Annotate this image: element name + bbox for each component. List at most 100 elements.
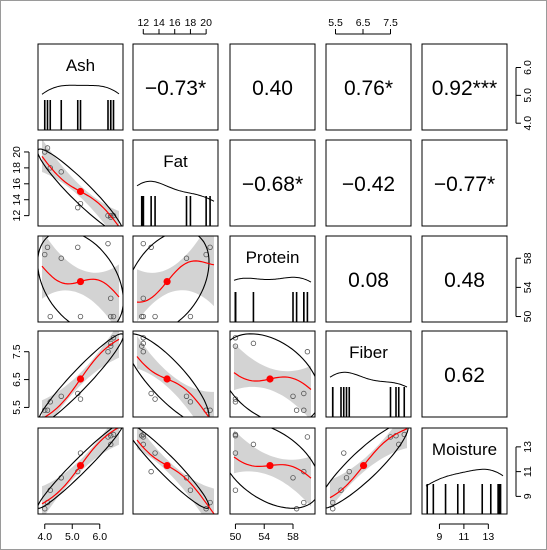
tick-label: 9 — [522, 493, 534, 499]
correlation-label: −0.68* — [242, 173, 303, 196]
panel-border — [37, 330, 124, 418]
tick-label: 20 — [11, 146, 23, 158]
data-point — [152, 450, 158, 456]
data-point — [301, 407, 307, 413]
panel-border — [229, 139, 316, 227]
panel-border — [421, 43, 508, 131]
panel-fat-protein: −0.68* — [229, 139, 316, 227]
tick-label: 13 — [522, 441, 534, 453]
tick-label: 7.5 — [383, 17, 398, 29]
data-point — [108, 313, 114, 320]
data-point — [183, 255, 190, 261]
panel-protein-fat — [132, 235, 219, 323]
panel-border — [325, 235, 412, 323]
mean-point — [163, 375, 171, 383]
data-point — [108, 433, 114, 439]
data-point — [232, 450, 239, 456]
data-point — [290, 393, 296, 399]
tick-label: 6.5 — [356, 17, 371, 29]
correlation-ellipse — [133, 236, 210, 322]
data-point — [108, 295, 114, 302]
data-point — [232, 343, 239, 349]
tick-label: 6.0 — [92, 531, 107, 543]
panel-ash-protein: 0.40 — [229, 43, 316, 131]
data-point — [108, 441, 114, 448]
panel-border — [132, 43, 219, 131]
correlation-label: −0.77* — [434, 173, 495, 196]
tick-label: 20 — [200, 17, 212, 29]
data-point — [232, 399, 239, 405]
tick-label: 11 — [522, 466, 534, 477]
tick-label: 11 — [458, 531, 469, 543]
mean-point — [163, 277, 171, 286]
data-point — [250, 340, 257, 347]
tick-label: 14 — [11, 194, 23, 206]
data-point — [140, 240, 146, 247]
tick-label: 5.5 — [11, 400, 23, 415]
tick-label: 7.5 — [11, 344, 23, 359]
panel-border — [37, 139, 124, 227]
data-point — [42, 506, 48, 512]
panel-border — [132, 427, 219, 515]
data-point — [304, 349, 311, 355]
correlation-ellipse — [230, 333, 315, 417]
data-point — [293, 407, 300, 413]
tick-label: 12 — [137, 17, 149, 29]
confidence-band — [42, 331, 119, 417]
panel-protein-ash — [37, 235, 124, 323]
density-curve — [136, 180, 215, 202]
correlation-label: 0.48 — [444, 269, 485, 292]
data-point — [301, 390, 307, 397]
density-curve — [425, 468, 504, 487]
data-point — [44, 145, 51, 151]
data-point — [250, 441, 257, 448]
correlation-label: 0.40 — [252, 77, 293, 100]
panel-border — [37, 235, 124, 323]
data-point — [140, 349, 146, 355]
confidence-band — [234, 430, 311, 507]
data-point — [232, 487, 239, 493]
panel-border — [132, 139, 219, 227]
data-point — [47, 313, 53, 320]
data-point — [44, 244, 51, 250]
correlation-label: −0.42 — [342, 173, 395, 196]
panel-fiber-fiber: Fiber — [325, 330, 412, 418]
data-point — [341, 450, 347, 456]
panel-moisture-protein — [229, 427, 316, 515]
variable-label: Moisture — [432, 440, 497, 459]
mean-point — [76, 375, 85, 383]
data-point — [301, 499, 307, 506]
correlation-label: −0.73* — [145, 77, 206, 100]
tick-label: 54 — [522, 281, 534, 293]
mean-point — [266, 461, 274, 470]
tick-label: 4.0 — [37, 531, 52, 543]
panel-ash-moisture: 0.92*** — [421, 43, 508, 131]
data-point — [110, 313, 117, 320]
data-point — [75, 204, 81, 211]
mean-point — [163, 461, 171, 470]
mean-point — [76, 461, 85, 470]
data-point — [75, 244, 81, 250]
correlation-label: 0.08 — [348, 269, 389, 292]
tick-label: 12 — [11, 210, 23, 222]
tick-label: 50 — [230, 531, 242, 543]
variable-label: Fat — [163, 152, 188, 171]
panel-fat-fat: Fat — [132, 139, 219, 227]
data-point — [110, 335, 117, 341]
data-point — [346, 468, 352, 475]
panel-border — [229, 43, 316, 131]
data-point — [330, 499, 336, 506]
data-point — [148, 390, 154, 397]
data-point — [152, 313, 158, 320]
panel-border — [421, 235, 508, 323]
axis-bottom-protein: 50 54 58 — [230, 523, 299, 543]
panel-fat-ash — [37, 139, 124, 227]
data-point — [77, 313, 84, 320]
data-point — [140, 313, 146, 320]
panel-border — [421, 330, 508, 418]
panel-border — [132, 330, 219, 418]
data-point — [207, 244, 213, 250]
panel-ash-ash: Ash — [37, 43, 124, 131]
tick-label: 6.5 — [11, 372, 23, 387]
panel-moisture-fat — [132, 427, 219, 515]
